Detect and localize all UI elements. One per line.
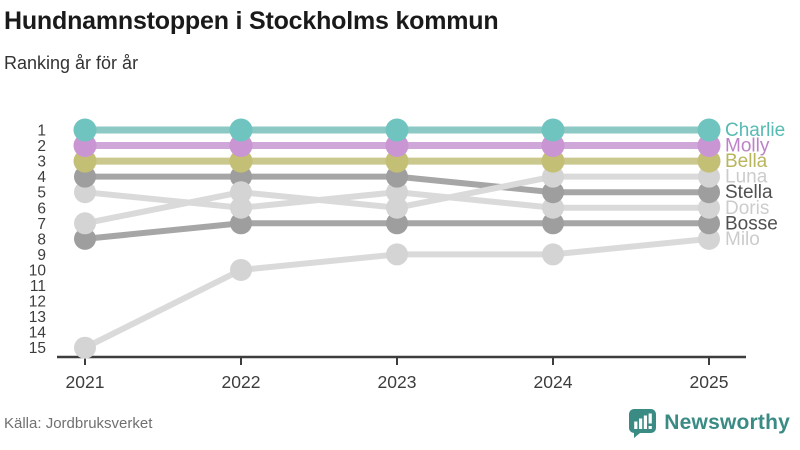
chart-footer: Källa: Jordbruksverket Newsworthy: [0, 404, 800, 450]
series-label-luna: Luna: [725, 167, 768, 188]
series-point-stella: [698, 181, 720, 204]
series-point-charlie: [541, 118, 565, 142]
series-point-charlie: [229, 118, 253, 142]
page-subtitle: Ranking år för år: [4, 53, 139, 74]
y-tick-label: 6: [37, 200, 46, 217]
y-tick-label: 3: [37, 154, 46, 171]
newsworthy-logo-icon: [629, 409, 657, 438]
y-tick-label: 15: [29, 340, 46, 357]
series-point-luna: [386, 196, 408, 219]
series-point-doris: [698, 196, 720, 219]
series-point-charlie: [385, 118, 409, 142]
series-point-stella: [542, 181, 564, 204]
series-label-molly: Molly: [725, 136, 770, 157]
series-label-milo: Milo: [725, 229, 760, 250]
y-tick-label: 11: [30, 278, 46, 295]
series-point-milo: [698, 227, 720, 250]
x-tick-label: 2022: [222, 372, 261, 392]
series-point-luna: [230, 181, 252, 204]
brand-name: Newsworthy: [664, 411, 790, 434]
y-tick-label: 14: [29, 325, 47, 342]
x-tick-label: 2021: [66, 372, 105, 392]
y-tick-label: 5: [37, 185, 46, 202]
series-point-bosse: [386, 212, 408, 235]
x-tick-label: 2025: [690, 372, 729, 392]
series-label-bella: Bella: [725, 151, 768, 172]
series-point-bosse: [74, 227, 96, 250]
series-point-doris: [542, 196, 564, 219]
page-title: Hundnamnstoppen i Stockholms kommun: [4, 7, 499, 35]
chart-area: 1 2 3 4 5 6 7 8 9 10 11 12 13 14 15 2021 2022 2023 2024 202…: [0, 108, 800, 400]
y-tick-label: 9: [37, 247, 46, 264]
y-tick-label: 13: [29, 309, 46, 326]
x-tick-label: 2023: [378, 372, 417, 392]
y-tick-label: 7: [37, 216, 46, 233]
series-point-milo: [542, 243, 564, 266]
chart-header: Hundnamnstoppen i Stockholms kommun Rank…: [0, 0, 800, 74]
series-point-milo: [386, 243, 408, 266]
series-label-doris: Doris: [725, 198, 769, 219]
x-tick-label: 2024: [534, 372, 573, 392]
series-label-stella: Stella: [725, 182, 773, 203]
y-tick-label: 12: [29, 294, 46, 311]
y-tick-label: 4: [37, 169, 46, 186]
series-point-milo: [74, 336, 96, 359]
source-note: Källa: Jordbruksverket: [4, 414, 153, 432]
series-point-bosse: [698, 212, 720, 235]
series-label-bosse: Bosse: [725, 213, 778, 234]
series-point-charlie: [697, 118, 721, 142]
series-point-milo: [230, 258, 252, 281]
y-tick-label: 8: [37, 231, 46, 248]
series-point-doris: [386, 181, 408, 204]
newsworthy-brand: Newsworthy: [628, 408, 790, 438]
series-label-charlie: Charlie: [725, 120, 785, 141]
series-point-bosse: [542, 212, 564, 235]
series-point-doris: [74, 181, 96, 204]
series-point-charlie: [73, 118, 97, 142]
series-point-doris: [230, 196, 252, 219]
y-tick-label: 1: [37, 123, 46, 140]
y-tick-label: 2: [37, 138, 46, 155]
y-tick-label: 10: [29, 262, 47, 279]
series-point-luna: [74, 212, 96, 235]
series-point-bosse: [230, 212, 252, 235]
